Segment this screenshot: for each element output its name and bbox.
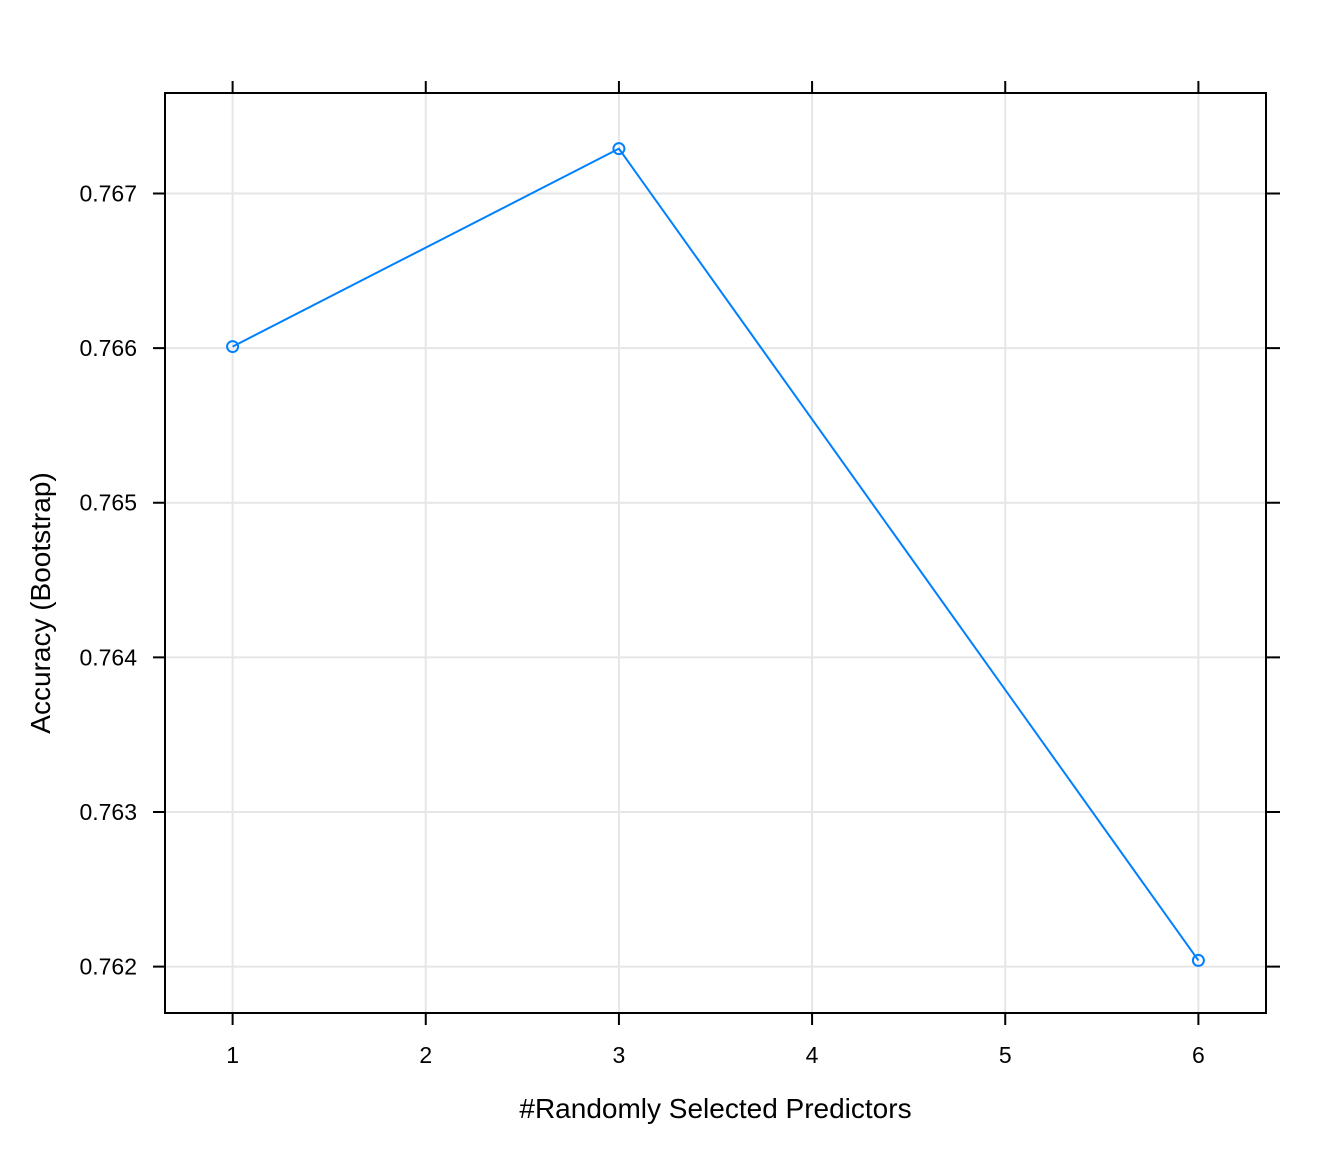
y-tick-label: 0.767: [79, 181, 137, 207]
x-tick-labels: 1 2 3 4 5 6: [226, 1042, 1205, 1068]
axis-ticks: [153, 81, 1280, 1025]
y-axis-title: Accuracy (Bootstrap): [25, 472, 56, 733]
data-point: [226, 340, 240, 354]
y-tick-label: 0.766: [79, 335, 137, 361]
series-line: [232, 147, 1200, 962]
x-tick-label: 3: [613, 1042, 626, 1068]
x-tick-label: 5: [999, 1042, 1012, 1068]
data-series: [226, 142, 1205, 967]
data-point: [612, 142, 626, 156]
y-tick-label: 0.764: [79, 644, 137, 670]
data-point: [1191, 953, 1205, 967]
y-tick-label: 0.762: [79, 954, 137, 980]
grid-lines: [165, 93, 1266, 1013]
y-tick-labels: 0.762 0.763 0.764 0.765 0.766 0.767: [79, 181, 137, 980]
x-tick-label: 2: [419, 1042, 432, 1068]
x-tick-label: 6: [1192, 1042, 1205, 1068]
x-tick-label: 4: [806, 1042, 819, 1068]
x-axis-title: #Randomly Selected Predictors: [519, 1093, 911, 1124]
plot-frame: [164, 92, 1267, 1014]
y-tick-label: 0.763: [79, 799, 137, 825]
y-tick-label: 0.765: [79, 490, 137, 516]
x-tick-label: 1: [226, 1042, 239, 1068]
